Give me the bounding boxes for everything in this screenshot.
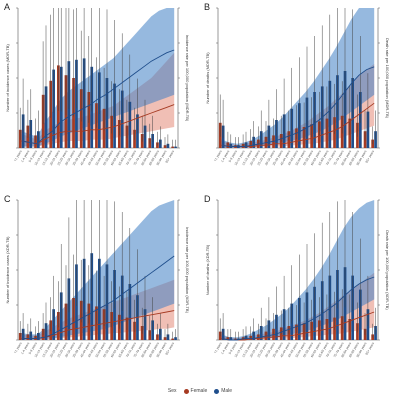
x-tick-label: <1 years	[213, 149, 223, 162]
x-tick-label: 1-4 years	[20, 149, 30, 163]
x-tick-label: 1-4 years	[220, 149, 230, 163]
rate-line-female	[221, 102, 375, 148]
panel-b: B <1 years 1-4 years 5-9 years 10-14 years 15…	[200, 0, 395, 188]
x-tick-label: 1-4 years	[220, 341, 230, 355]
panel-c: C <1 years 1-4 years 5-9 years 10-14 years 15…	[0, 192, 195, 380]
panel-letter: B	[204, 2, 210, 12]
x-tick-label: 95+ years	[165, 149, 176, 164]
panel-letter: A	[4, 2, 10, 12]
legend: Sex Female Male	[0, 384, 400, 398]
legend-label-female: Female	[190, 388, 208, 394]
legend-title: Sex	[167, 388, 177, 394]
legend-swatch-female	[183, 388, 189, 394]
x-tick-label: 5-9 years	[28, 341, 38, 355]
y2-axis-label: Death rate per 100,000 population (XDR-T…	[385, 230, 390, 310]
y-axis-label: Number of incidence cases (XDR-TB)	[5, 236, 10, 304]
rate-line-male	[21, 255, 175, 340]
x-tick-label: <1 years	[13, 341, 23, 354]
x-tick-label: 1-4 years	[20, 341, 30, 355]
panel-letter: D	[204, 194, 211, 204]
x-tick-label: 5-9 years	[228, 341, 238, 355]
panel-d: D <1 years 1-4 years 5-9 years 10-14 years 15…	[200, 192, 395, 380]
rate-line-male	[21, 49, 175, 145]
x-tick-label: 95+ years	[165, 341, 176, 356]
legend-item-female: Female	[183, 388, 208, 394]
panel-a: A <1 years 1-4 years 5-9 years 10-14 years 15…	[0, 0, 195, 188]
x-tick-label: 95+ years	[365, 149, 376, 164]
y2-axis-label: Incidence rate per 100,000 population (X…	[185, 227, 190, 313]
legend-swatch-male	[214, 388, 220, 394]
x-tick-label: 95+ years	[365, 341, 376, 356]
x-tick-label: 5-9 years	[228, 149, 238, 163]
rate-line-male	[221, 66, 375, 148]
y-axis-label: Number of deaths (MDR-TB)	[205, 52, 210, 104]
rate-line-male	[221, 276, 375, 341]
rate-line-female	[21, 104, 175, 145]
x-tick-label: 5-9 years	[28, 149, 38, 163]
y-axis-label: Number of deaths (XDR-TB)	[205, 244, 210, 295]
legend-label-male: Male	[221, 388, 233, 394]
y-axis-label: Number of incidence cases (MDR-TB)	[5, 44, 10, 112]
rate-line-female	[221, 311, 375, 341]
legend-item-male: Male	[214, 388, 232, 394]
y2-axis-label: Death rate per 100,000 population (MDR-T…	[385, 38, 390, 119]
x-tick-label: <1 years	[13, 149, 23, 162]
x-tick-label: <1 years	[213, 341, 223, 354]
y2-axis-label: Incidence rate per 100,000 population (M…	[185, 35, 190, 122]
panel-letter: C	[4, 194, 11, 204]
